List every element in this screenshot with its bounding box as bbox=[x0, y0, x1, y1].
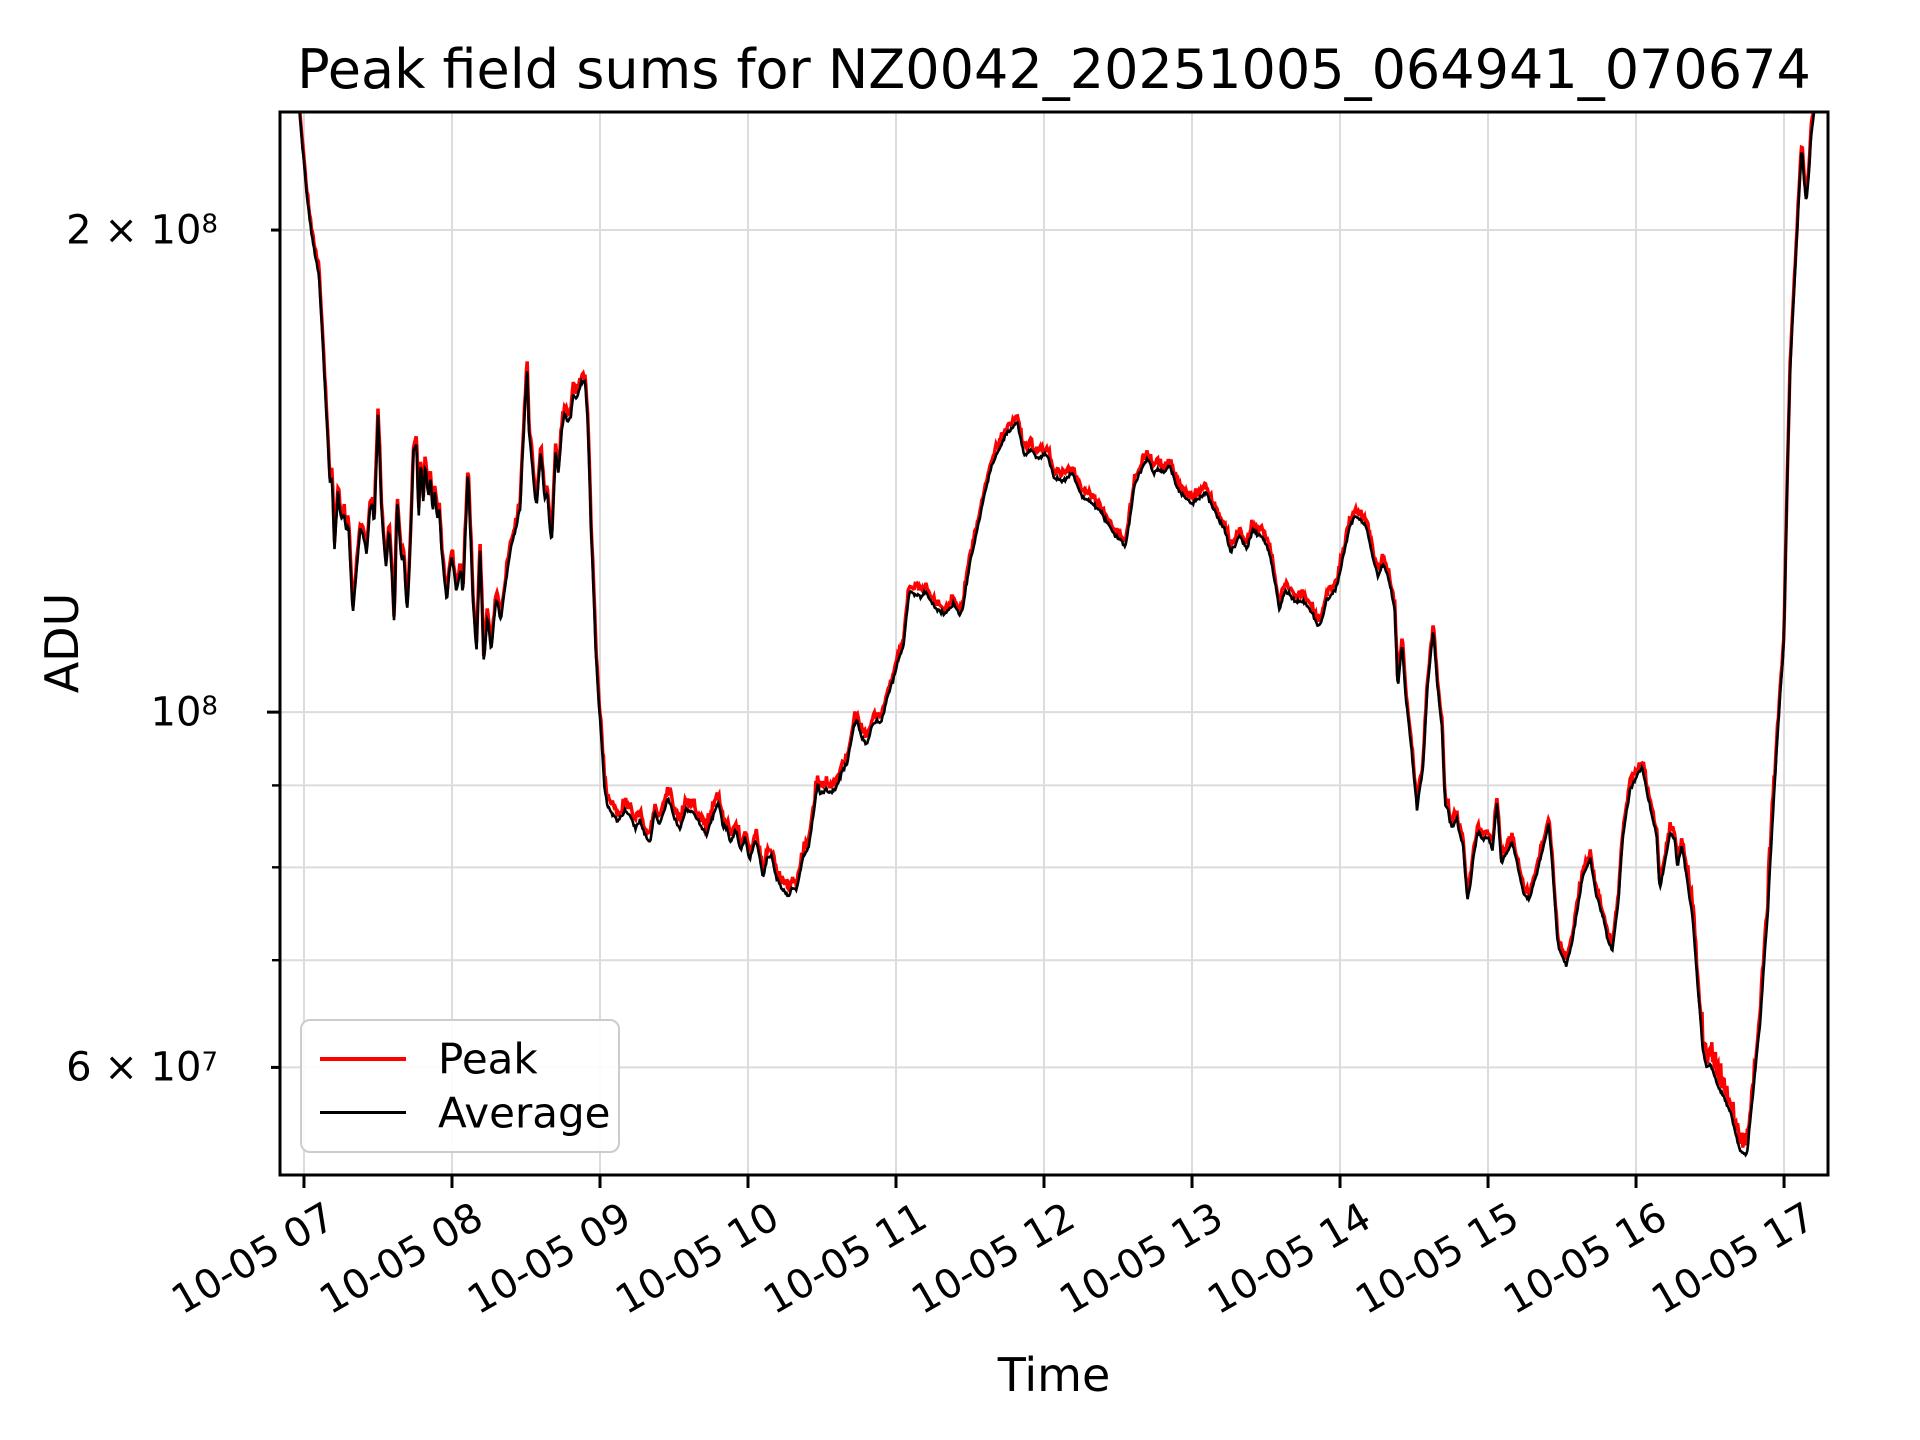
legend-label-peak: Peak bbox=[438, 1034, 538, 1084]
y-tick-label: 6 × 107 bbox=[66, 1045, 218, 1092]
y-tick-label: 2 × 108 bbox=[66, 207, 218, 254]
y-axis-label: ADU bbox=[35, 592, 89, 694]
y-tick-label: 108 bbox=[150, 689, 218, 736]
peak-series-line bbox=[298, 112, 1816, 1148]
average-series-line bbox=[298, 112, 1816, 1158]
x-axis-label: Time bbox=[997, 1348, 1111, 1402]
chart-title: Peak field sums for NZ0042_20251005_0649… bbox=[297, 38, 1811, 101]
peak-line-swatch bbox=[320, 1057, 406, 1061]
average-line-swatch bbox=[320, 1111, 406, 1114]
legend-entry-average: Average bbox=[302, 1087, 618, 1139]
axes-spines bbox=[278, 110, 1830, 1177]
legend-label-average: Average bbox=[438, 1088, 611, 1138]
legend-entry-peak: Peak bbox=[302, 1033, 618, 1085]
legend: Peak Average bbox=[300, 1019, 620, 1153]
